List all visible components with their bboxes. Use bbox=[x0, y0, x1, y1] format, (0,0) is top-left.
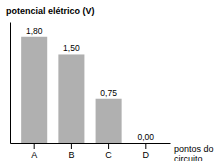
data-label: 0,00 bbox=[138, 132, 155, 142]
x-tick-label: A bbox=[31, 150, 37, 160]
data-label: 1,50 bbox=[63, 43, 80, 53]
x-tick-label: D bbox=[143, 150, 150, 160]
x-tick: B bbox=[68, 143, 74, 160]
x-tick-label: B bbox=[68, 150, 74, 160]
x-tick-mark bbox=[71, 143, 72, 149]
x-tick: A bbox=[31, 143, 37, 160]
bars bbox=[21, 37, 121, 143]
y-axis bbox=[10, 23, 11, 144]
bar bbox=[21, 37, 47, 143]
x-tick-mark bbox=[34, 143, 35, 149]
y-axis-line bbox=[10, 23, 11, 144]
bar bbox=[96, 99, 122, 143]
x-tick-mark bbox=[108, 143, 109, 149]
data-labels: 1,80 1,50 0,75 0,00 bbox=[26, 26, 154, 142]
x-tick-mark bbox=[145, 143, 146, 149]
title: potencial elétrico (V) bbox=[6, 6, 95, 16]
bar bbox=[58, 54, 84, 143]
x-axis: A B C D bbox=[11, 143, 171, 160]
chart: A B C D 1,80 1,50 0,75 0,00 potencial elétrico (… bbox=[0, 0, 222, 161]
x-tick-label: C bbox=[105, 150, 112, 160]
bar bbox=[133, 143, 159, 144]
x-axis-label: pontos docircuito bbox=[174, 144, 214, 161]
plot: A B C D 1,80 1,50 0,75 0,00 bbox=[11, 23, 171, 161]
data-label: 1,80 bbox=[26, 26, 43, 36]
data-label: 0,75 bbox=[100, 88, 117, 98]
x-tick: D bbox=[143, 143, 150, 160]
x-tick: C bbox=[105, 143, 112, 160]
